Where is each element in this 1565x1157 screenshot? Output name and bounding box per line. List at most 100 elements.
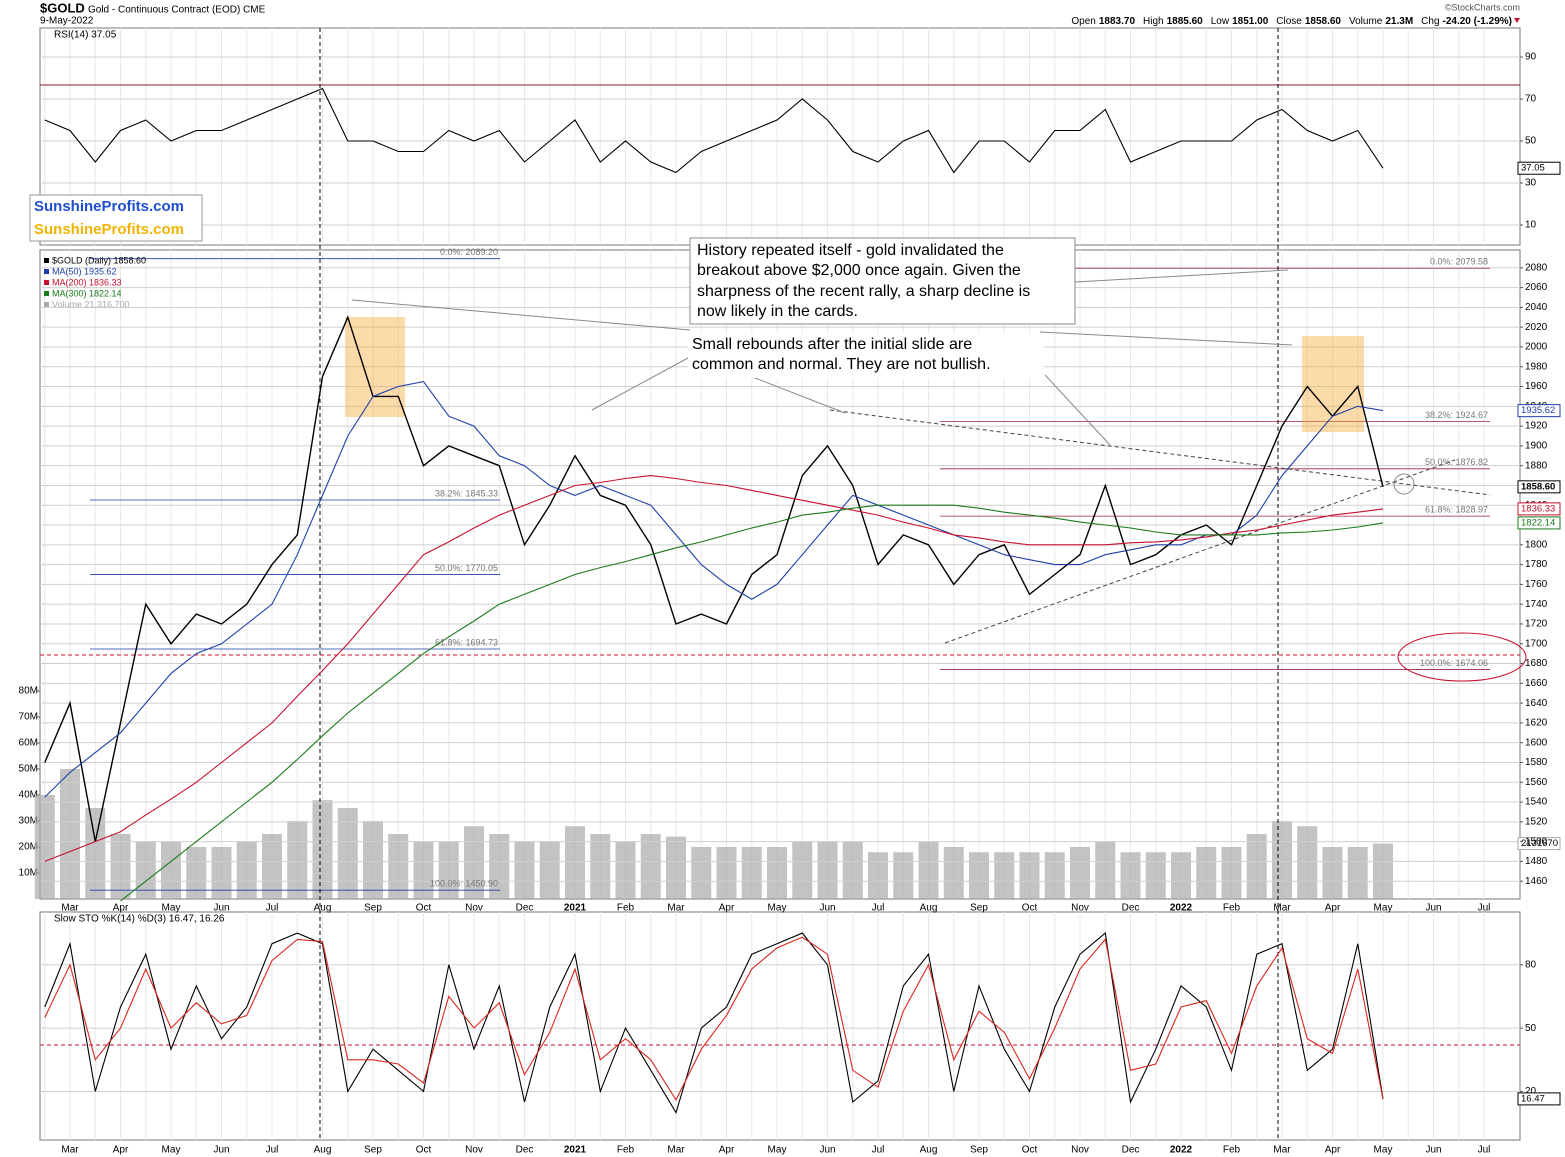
value-tag: 1935.62 [1521, 405, 1555, 416]
panel-title: Slow STO %K(14) %D(3) 16.47, 16.26 [54, 914, 225, 925]
y-tick-label: 30 [1525, 178, 1537, 189]
volume-bar [262, 833, 282, 899]
annotation: History repeated itself - gold invalidat… [697, 242, 1004, 259]
value-tag-box [1517, 161, 1561, 175]
volume-bar [1171, 852, 1191, 899]
x-tick-label: Dec [516, 903, 534, 914]
volume-bar [590, 833, 611, 899]
quote-label: Low [1211, 16, 1230, 27]
volume-bar [868, 852, 888, 899]
x-tick-label: Apr [113, 1145, 129, 1156]
x-tick-label: Feb [617, 1145, 635, 1156]
volume-bar [994, 852, 1015, 899]
x-tick-label: Mar [1273, 903, 1291, 914]
volume-bar [969, 852, 989, 899]
volume-bar [60, 768, 80, 899]
x-tick-label: Jul [266, 1145, 279, 1156]
value-tag-box [1517, 516, 1561, 530]
volume-bar [337, 807, 358, 899]
y-tick-label: 10 [1525, 220, 1537, 231]
x-tick-label: Jul [872, 1145, 885, 1156]
y-tick-label: 1520 [1525, 816, 1548, 827]
volume-bar [565, 826, 585, 899]
volume-bar [1246, 833, 1267, 899]
x-tick-label: Oct [416, 1145, 432, 1156]
volume-bar [666, 836, 686, 899]
x-tick-label: 2022 [1170, 903, 1193, 914]
y-tick-label: 40M [19, 790, 38, 801]
down-arrow [1514, 18, 1520, 23]
y-tick-label: 1920 [1525, 421, 1548, 432]
x-tick-label: May [768, 1145, 787, 1156]
x-tick-label: Apr [1325, 1145, 1341, 1156]
series-line [44, 932, 1384, 1114]
y-tick-label: 1480 [1525, 856, 1548, 867]
highlight-box [1302, 336, 1364, 432]
y-tick-label: 1500 [1525, 836, 1548, 847]
volume-bar [741, 846, 762, 899]
volume-bar [438, 841, 459, 899]
x-tick-label: Mar [1273, 1145, 1291, 1156]
volume-bar [767, 846, 787, 899]
x-tick-label: Oct [1022, 903, 1038, 914]
grid-layer: 10M 20M 30M 40M 50M 60M 70M 80M [19, 28, 1520, 1140]
fib-label: 61.8%: 1694.73 [435, 637, 498, 647]
y-tick-label: 70 [1525, 94, 1537, 105]
quote-value: 21.3M [1385, 16, 1413, 27]
x-tick-label: Sep [364, 1145, 382, 1156]
data-layer: 10 30 50 70 90 RSI(14) 37.05 37.05 Volume 21,31… [44, 30, 1561, 1156]
x-tick-label: Jul [872, 903, 885, 914]
quote-label: Open [1071, 16, 1095, 27]
x-tick-label: May [768, 903, 787, 914]
annotation: sharpness of the recent rally, a sharp d… [697, 283, 1030, 300]
volume-bar [817, 841, 838, 899]
x-tick-label: Apr [719, 1145, 735, 1156]
legend-swatch [44, 280, 49, 285]
volume-bar [1373, 843, 1393, 899]
logo: SunshineProfits.com [34, 221, 184, 238]
x-tick-label: Oct [1022, 1145, 1038, 1156]
logo-box [29, 194, 203, 242]
annotation: Small rebounds after the initial slide a… [692, 336, 972, 353]
x-tick-label: Sep [364, 903, 382, 914]
legend-swatch [44, 269, 49, 274]
x-tick-label: Feb [1223, 1145, 1241, 1156]
trend-line [829, 409, 1491, 496]
x-tick-label: Jun [819, 903, 835, 914]
x-tick-label: Dec [1122, 903, 1140, 914]
annotation: common and normal. They are not bullish. [692, 356, 991, 373]
series-line [44, 936, 1384, 1102]
quote-label: Chg [1421, 16, 1439, 27]
value-tag-box [1517, 837, 1561, 851]
x-tick-label: 2022 [1170, 1145, 1193, 1156]
volume-bar [388, 833, 409, 899]
y-tick-label: 1460 [1525, 876, 1548, 887]
volume-bar [34, 794, 55, 899]
x-tick-label: Aug [314, 1145, 332, 1156]
x-tick-label: Nov [1071, 1145, 1089, 1156]
fib-label: 38.2%: 1924.67 [1425, 410, 1488, 420]
y-tick-label: 20 [1525, 1086, 1537, 1097]
x-tick-label: Dec [1122, 1145, 1140, 1156]
volume-bar [691, 846, 712, 899]
y-tick-label: 1780 [1525, 559, 1548, 570]
x-tick-label: Aug [920, 903, 938, 914]
series-line [44, 315, 1384, 842]
y-tick-label: 1880 [1525, 460, 1548, 471]
volume-bar [1095, 841, 1116, 899]
y-tick-label: 1900 [1525, 441, 1548, 452]
value-tag: 37.05 [1521, 163, 1545, 174]
legend-swatch [44, 258, 49, 263]
y-tick-label: 2020 [1525, 322, 1548, 333]
fib-label: 38.2%: 1845.33 [435, 488, 498, 498]
volume-bar [539, 841, 560, 899]
date: 9-May-2022 [40, 16, 94, 27]
quote-value: 1885.60 [1167, 16, 1204, 27]
panel-title: RSI(14) 37.05 [54, 30, 117, 41]
y-tick-label: 1620 [1525, 718, 1548, 729]
series-line [44, 87, 1384, 174]
value-tag-box [1517, 1092, 1561, 1106]
x-tick-label: Apr [719, 903, 735, 914]
quote-label: Volume [1349, 16, 1383, 27]
fib-label: 100.0%: 1674.06 [1420, 658, 1488, 668]
